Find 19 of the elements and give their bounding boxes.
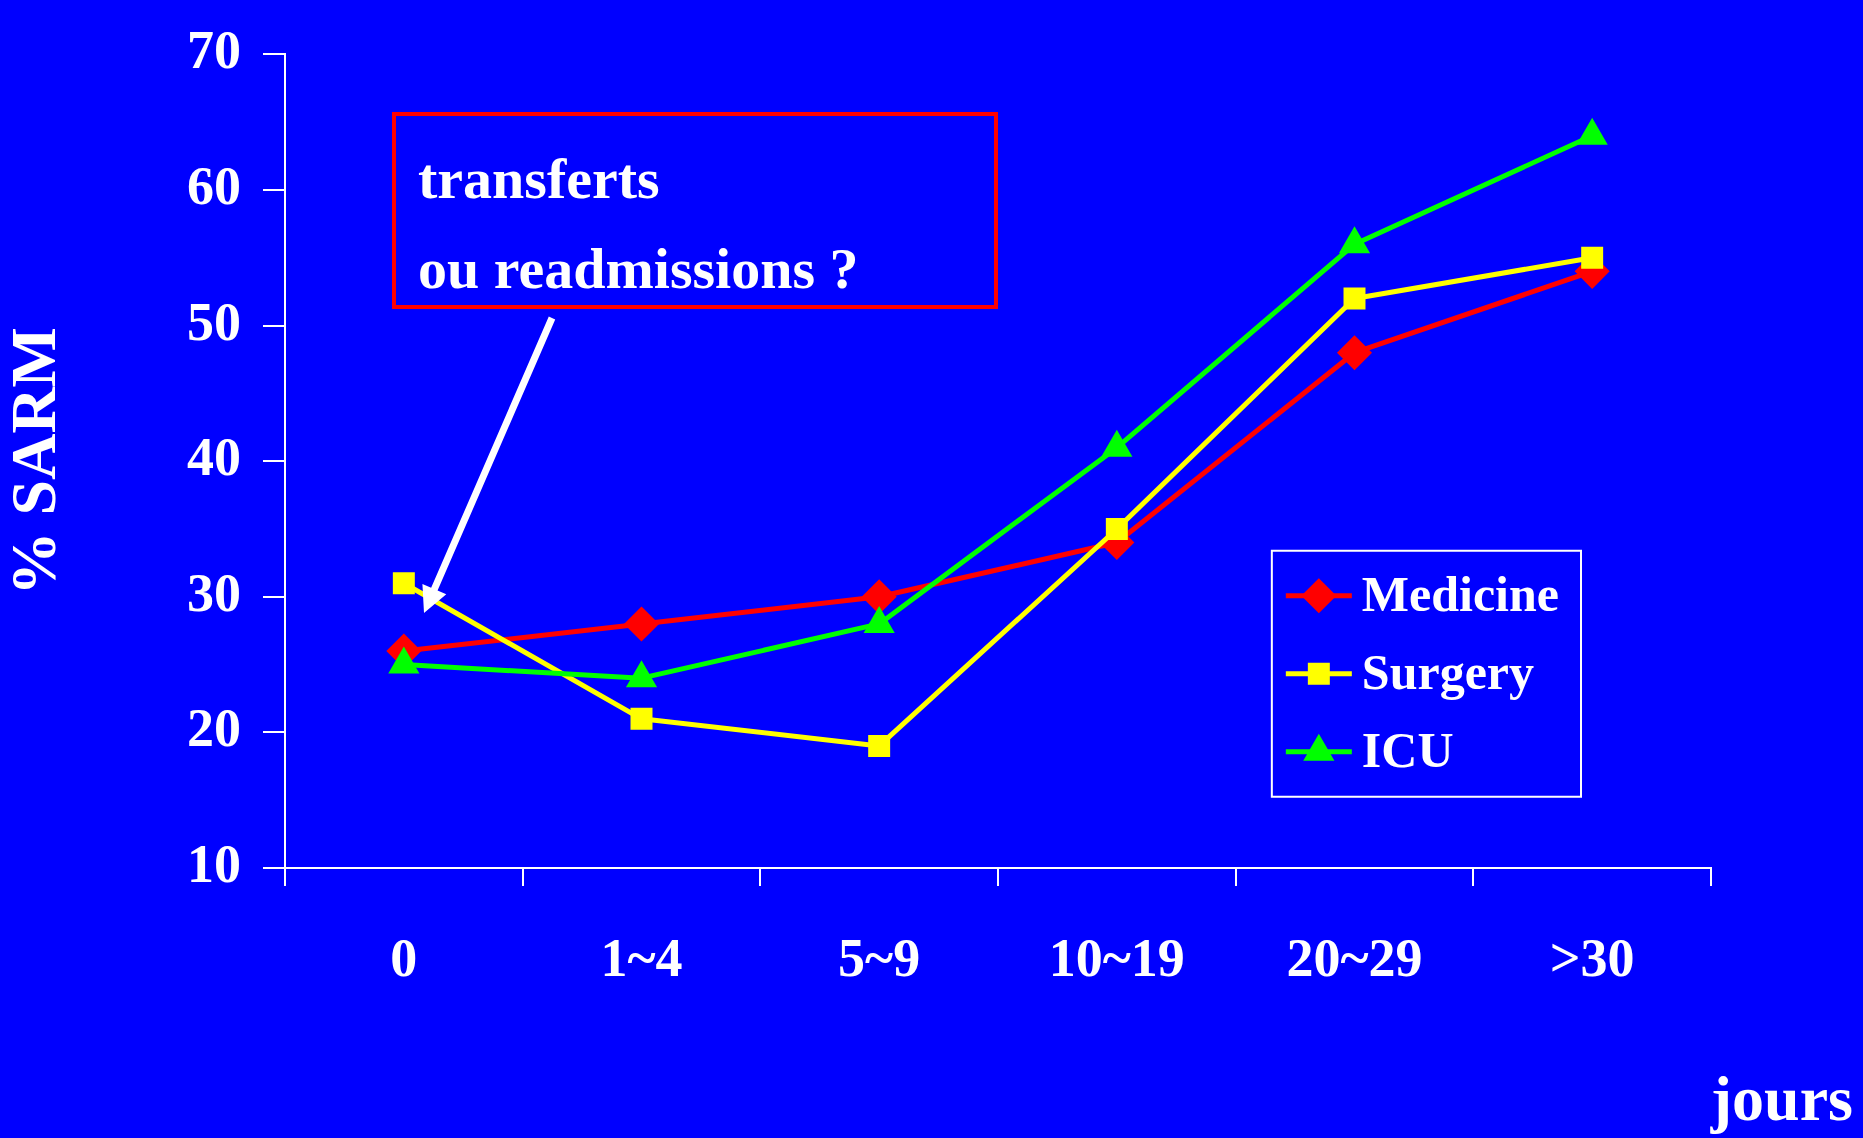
x-axis-title: jours (1710, 1062, 1853, 1137)
x-tick-label: 20~29 (1286, 928, 1423, 989)
y-tick-label: 10 (187, 833, 241, 894)
legend-label: ICU (1361, 721, 1454, 778)
x-tick-label: 5~9 (838, 928, 921, 989)
x-tick-label: >30 (1549, 928, 1635, 989)
y-tick-label: 50 (187, 291, 241, 352)
y-axis-title: % SARM (0, 326, 69, 596)
legend-label: Surgery (1361, 643, 1535, 700)
y-tick-label: 70 (187, 20, 241, 81)
y-tick-label: 40 (187, 427, 241, 488)
annotation: transferts ou readmissions ? (392, 112, 998, 309)
y-tick-label: 30 (187, 562, 241, 623)
y-tick-label: 60 (187, 155, 241, 216)
x-tick-label: 1~4 (600, 928, 683, 989)
x-tick-label: 0 (390, 928, 418, 989)
legend-label: Medicine (1361, 565, 1559, 622)
y-tick-label: 20 (187, 698, 241, 759)
x-tick-label: 10~19 (1048, 928, 1185, 989)
